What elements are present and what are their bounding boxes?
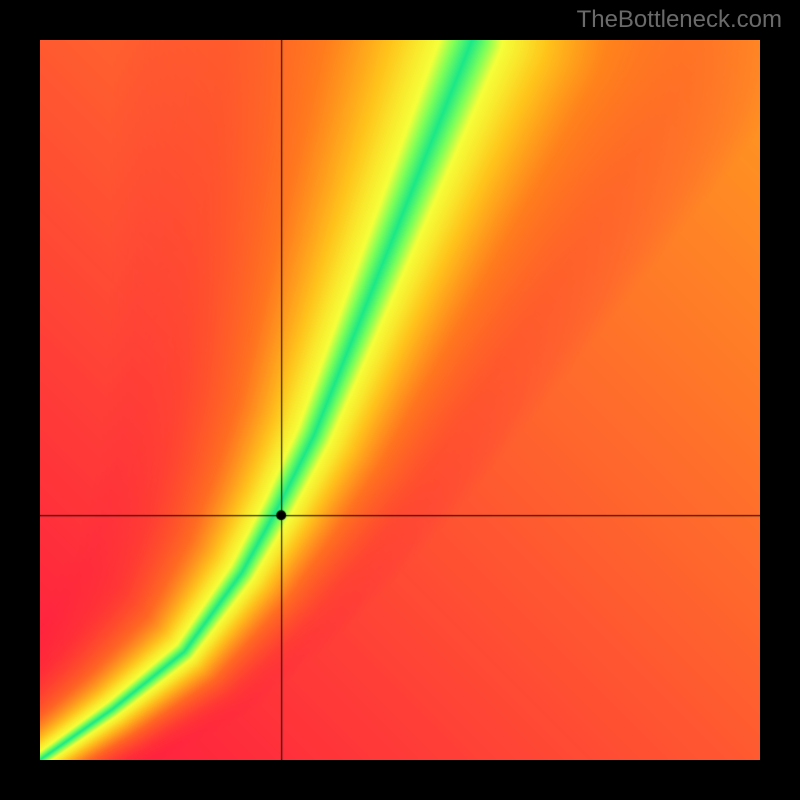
heatmap-canvas [40,40,760,760]
bottleneck-heatmap [40,40,760,760]
watermark-text: TheBottleneck.com [577,6,782,34]
